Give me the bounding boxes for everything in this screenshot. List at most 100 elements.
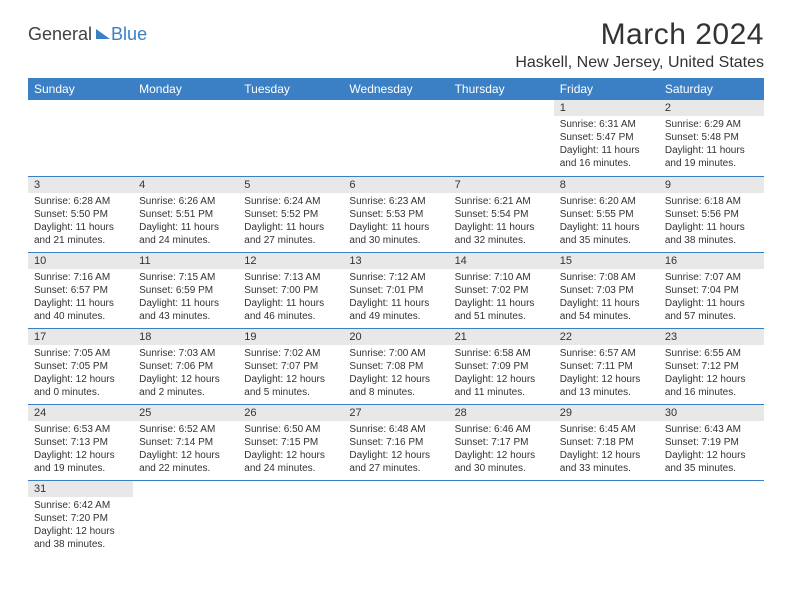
day-number: 20 (343, 329, 448, 345)
daylight-line: Daylight: 11 hours and 46 minutes. (244, 297, 337, 323)
day-number: 8 (554, 177, 659, 193)
daylight-line: Daylight: 11 hours and 16 minutes. (560, 144, 653, 170)
sunset-line: Sunset: 7:12 PM (665, 360, 758, 373)
sunrise-line: Sunrise: 6:55 AM (665, 347, 758, 360)
calendar-empty-cell (133, 100, 238, 176)
sunset-line: Sunset: 7:06 PM (139, 360, 232, 373)
day-body: Sunrise: 6:31 AMSunset: 5:47 PMDaylight:… (554, 116, 659, 174)
weekday-header: Monday (133, 78, 238, 100)
calendar-empty-cell (238, 480, 343, 556)
day-number: 26 (238, 405, 343, 421)
sunset-line: Sunset: 7:07 PM (244, 360, 337, 373)
calendar-empty-cell (554, 480, 659, 556)
calendar-empty-cell (659, 480, 764, 556)
daylight-line: Daylight: 12 hours and 33 minutes. (560, 449, 653, 475)
day-body: Sunrise: 6:53 AMSunset: 7:13 PMDaylight:… (28, 421, 133, 479)
day-number: 14 (449, 253, 554, 269)
daylight-line: Daylight: 12 hours and 22 minutes. (139, 449, 232, 475)
sunset-line: Sunset: 5:48 PM (665, 131, 758, 144)
calendar-day-cell: 25Sunrise: 6:52 AMSunset: 7:14 PMDayligh… (133, 404, 238, 480)
calendar-day-cell: 8Sunrise: 6:20 AMSunset: 5:55 PMDaylight… (554, 176, 659, 252)
location-text: Haskell, New Jersey, United States (515, 54, 764, 72)
calendar-day-cell: 27Sunrise: 6:48 AMSunset: 7:16 PMDayligh… (343, 404, 448, 480)
calendar-day-cell: 15Sunrise: 7:08 AMSunset: 7:03 PMDayligh… (554, 252, 659, 328)
sunrise-line: Sunrise: 6:21 AM (455, 195, 548, 208)
sunrise-line: Sunrise: 6:46 AM (455, 423, 548, 436)
day-number: 10 (28, 253, 133, 269)
calendar-empty-cell (28, 100, 133, 176)
sunrise-line: Sunrise: 7:07 AM (665, 271, 758, 284)
day-body: Sunrise: 7:16 AMSunset: 6:57 PMDaylight:… (28, 269, 133, 327)
sunset-line: Sunset: 7:00 PM (244, 284, 337, 297)
day-number: 28 (449, 405, 554, 421)
sunset-line: Sunset: 7:19 PM (665, 436, 758, 449)
day-body: Sunrise: 6:55 AMSunset: 7:12 PMDaylight:… (659, 345, 764, 403)
sunset-line: Sunset: 5:51 PM (139, 208, 232, 221)
day-number: 5 (238, 177, 343, 193)
sunset-line: Sunset: 7:20 PM (34, 512, 127, 525)
day-number: 17 (28, 329, 133, 345)
daylight-line: Daylight: 11 hours and 38 minutes. (665, 221, 758, 247)
sunset-line: Sunset: 5:52 PM (244, 208, 337, 221)
sunrise-line: Sunrise: 6:48 AM (349, 423, 442, 436)
sunset-line: Sunset: 7:03 PM (560, 284, 653, 297)
sunset-line: Sunset: 7:14 PM (139, 436, 232, 449)
sunrise-line: Sunrise: 7:00 AM (349, 347, 442, 360)
calendar-week-row: 17Sunrise: 7:05 AMSunset: 7:05 PMDayligh… (28, 328, 764, 404)
sunset-line: Sunset: 5:56 PM (665, 208, 758, 221)
calendar-empty-cell (449, 100, 554, 176)
day-number: 23 (659, 329, 764, 345)
daylight-line: Daylight: 11 hours and 19 minutes. (665, 144, 758, 170)
daylight-line: Daylight: 11 hours and 49 minutes. (349, 297, 442, 323)
sunrise-line: Sunrise: 6:18 AM (665, 195, 758, 208)
day-number: 6 (343, 177, 448, 193)
sunrise-line: Sunrise: 7:08 AM (560, 271, 653, 284)
weekday-header: Tuesday (238, 78, 343, 100)
day-body: Sunrise: 6:29 AMSunset: 5:48 PMDaylight:… (659, 116, 764, 174)
day-number: 13 (343, 253, 448, 269)
calendar-empty-cell (343, 480, 448, 556)
day-body: Sunrise: 7:13 AMSunset: 7:00 PMDaylight:… (238, 269, 343, 327)
calendar-day-cell: 14Sunrise: 7:10 AMSunset: 7:02 PMDayligh… (449, 252, 554, 328)
calendar-day-cell: 10Sunrise: 7:16 AMSunset: 6:57 PMDayligh… (28, 252, 133, 328)
calendar-week-row: 3Sunrise: 6:28 AMSunset: 5:50 PMDaylight… (28, 176, 764, 252)
daylight-line: Daylight: 11 hours and 24 minutes. (139, 221, 232, 247)
day-number: 24 (28, 405, 133, 421)
sunset-line: Sunset: 7:16 PM (349, 436, 442, 449)
calendar-day-cell: 4Sunrise: 6:26 AMSunset: 5:51 PMDaylight… (133, 176, 238, 252)
daylight-line: Daylight: 11 hours and 40 minutes. (34, 297, 127, 323)
sunrise-line: Sunrise: 6:57 AM (560, 347, 653, 360)
sunset-line: Sunset: 7:18 PM (560, 436, 653, 449)
daylight-line: Daylight: 12 hours and 0 minutes. (34, 373, 127, 399)
daylight-line: Daylight: 12 hours and 38 minutes. (34, 525, 127, 551)
sunrise-line: Sunrise: 7:13 AM (244, 271, 337, 284)
day-number: 31 (28, 481, 133, 497)
calendar-day-cell: 9Sunrise: 6:18 AMSunset: 5:56 PMDaylight… (659, 176, 764, 252)
day-body: Sunrise: 7:10 AMSunset: 7:02 PMDaylight:… (449, 269, 554, 327)
calendar-day-cell: 26Sunrise: 6:50 AMSunset: 7:15 PMDayligh… (238, 404, 343, 480)
calendar-day-cell: 20Sunrise: 7:00 AMSunset: 7:08 PMDayligh… (343, 328, 448, 404)
day-number: 16 (659, 253, 764, 269)
calendar-day-cell: 12Sunrise: 7:13 AMSunset: 7:00 PMDayligh… (238, 252, 343, 328)
day-number: 29 (554, 405, 659, 421)
calendar-day-cell: 22Sunrise: 6:57 AMSunset: 7:11 PMDayligh… (554, 328, 659, 404)
daylight-line: Daylight: 11 hours and 21 minutes. (34, 221, 127, 247)
sunset-line: Sunset: 5:54 PM (455, 208, 548, 221)
day-number: 18 (133, 329, 238, 345)
calendar-empty-cell (238, 100, 343, 176)
day-body: Sunrise: 6:42 AMSunset: 7:20 PMDaylight:… (28, 497, 133, 555)
sunset-line: Sunset: 7:09 PM (455, 360, 548, 373)
day-number: 2 (659, 100, 764, 116)
sunrise-line: Sunrise: 6:28 AM (34, 195, 127, 208)
calendar-empty-cell (133, 480, 238, 556)
sunrise-line: Sunrise: 6:24 AM (244, 195, 337, 208)
weekday-header: Thursday (449, 78, 554, 100)
weekday-header: Wednesday (343, 78, 448, 100)
calendar-week-row: 1Sunrise: 6:31 AMSunset: 5:47 PMDaylight… (28, 100, 764, 176)
sunset-line: Sunset: 5:47 PM (560, 131, 653, 144)
sunset-line: Sunset: 5:53 PM (349, 208, 442, 221)
weekday-header: Saturday (659, 78, 764, 100)
calendar-day-cell: 19Sunrise: 7:02 AMSunset: 7:07 PMDayligh… (238, 328, 343, 404)
sunset-line: Sunset: 7:15 PM (244, 436, 337, 449)
calendar-day-cell: 7Sunrise: 6:21 AMSunset: 5:54 PMDaylight… (449, 176, 554, 252)
